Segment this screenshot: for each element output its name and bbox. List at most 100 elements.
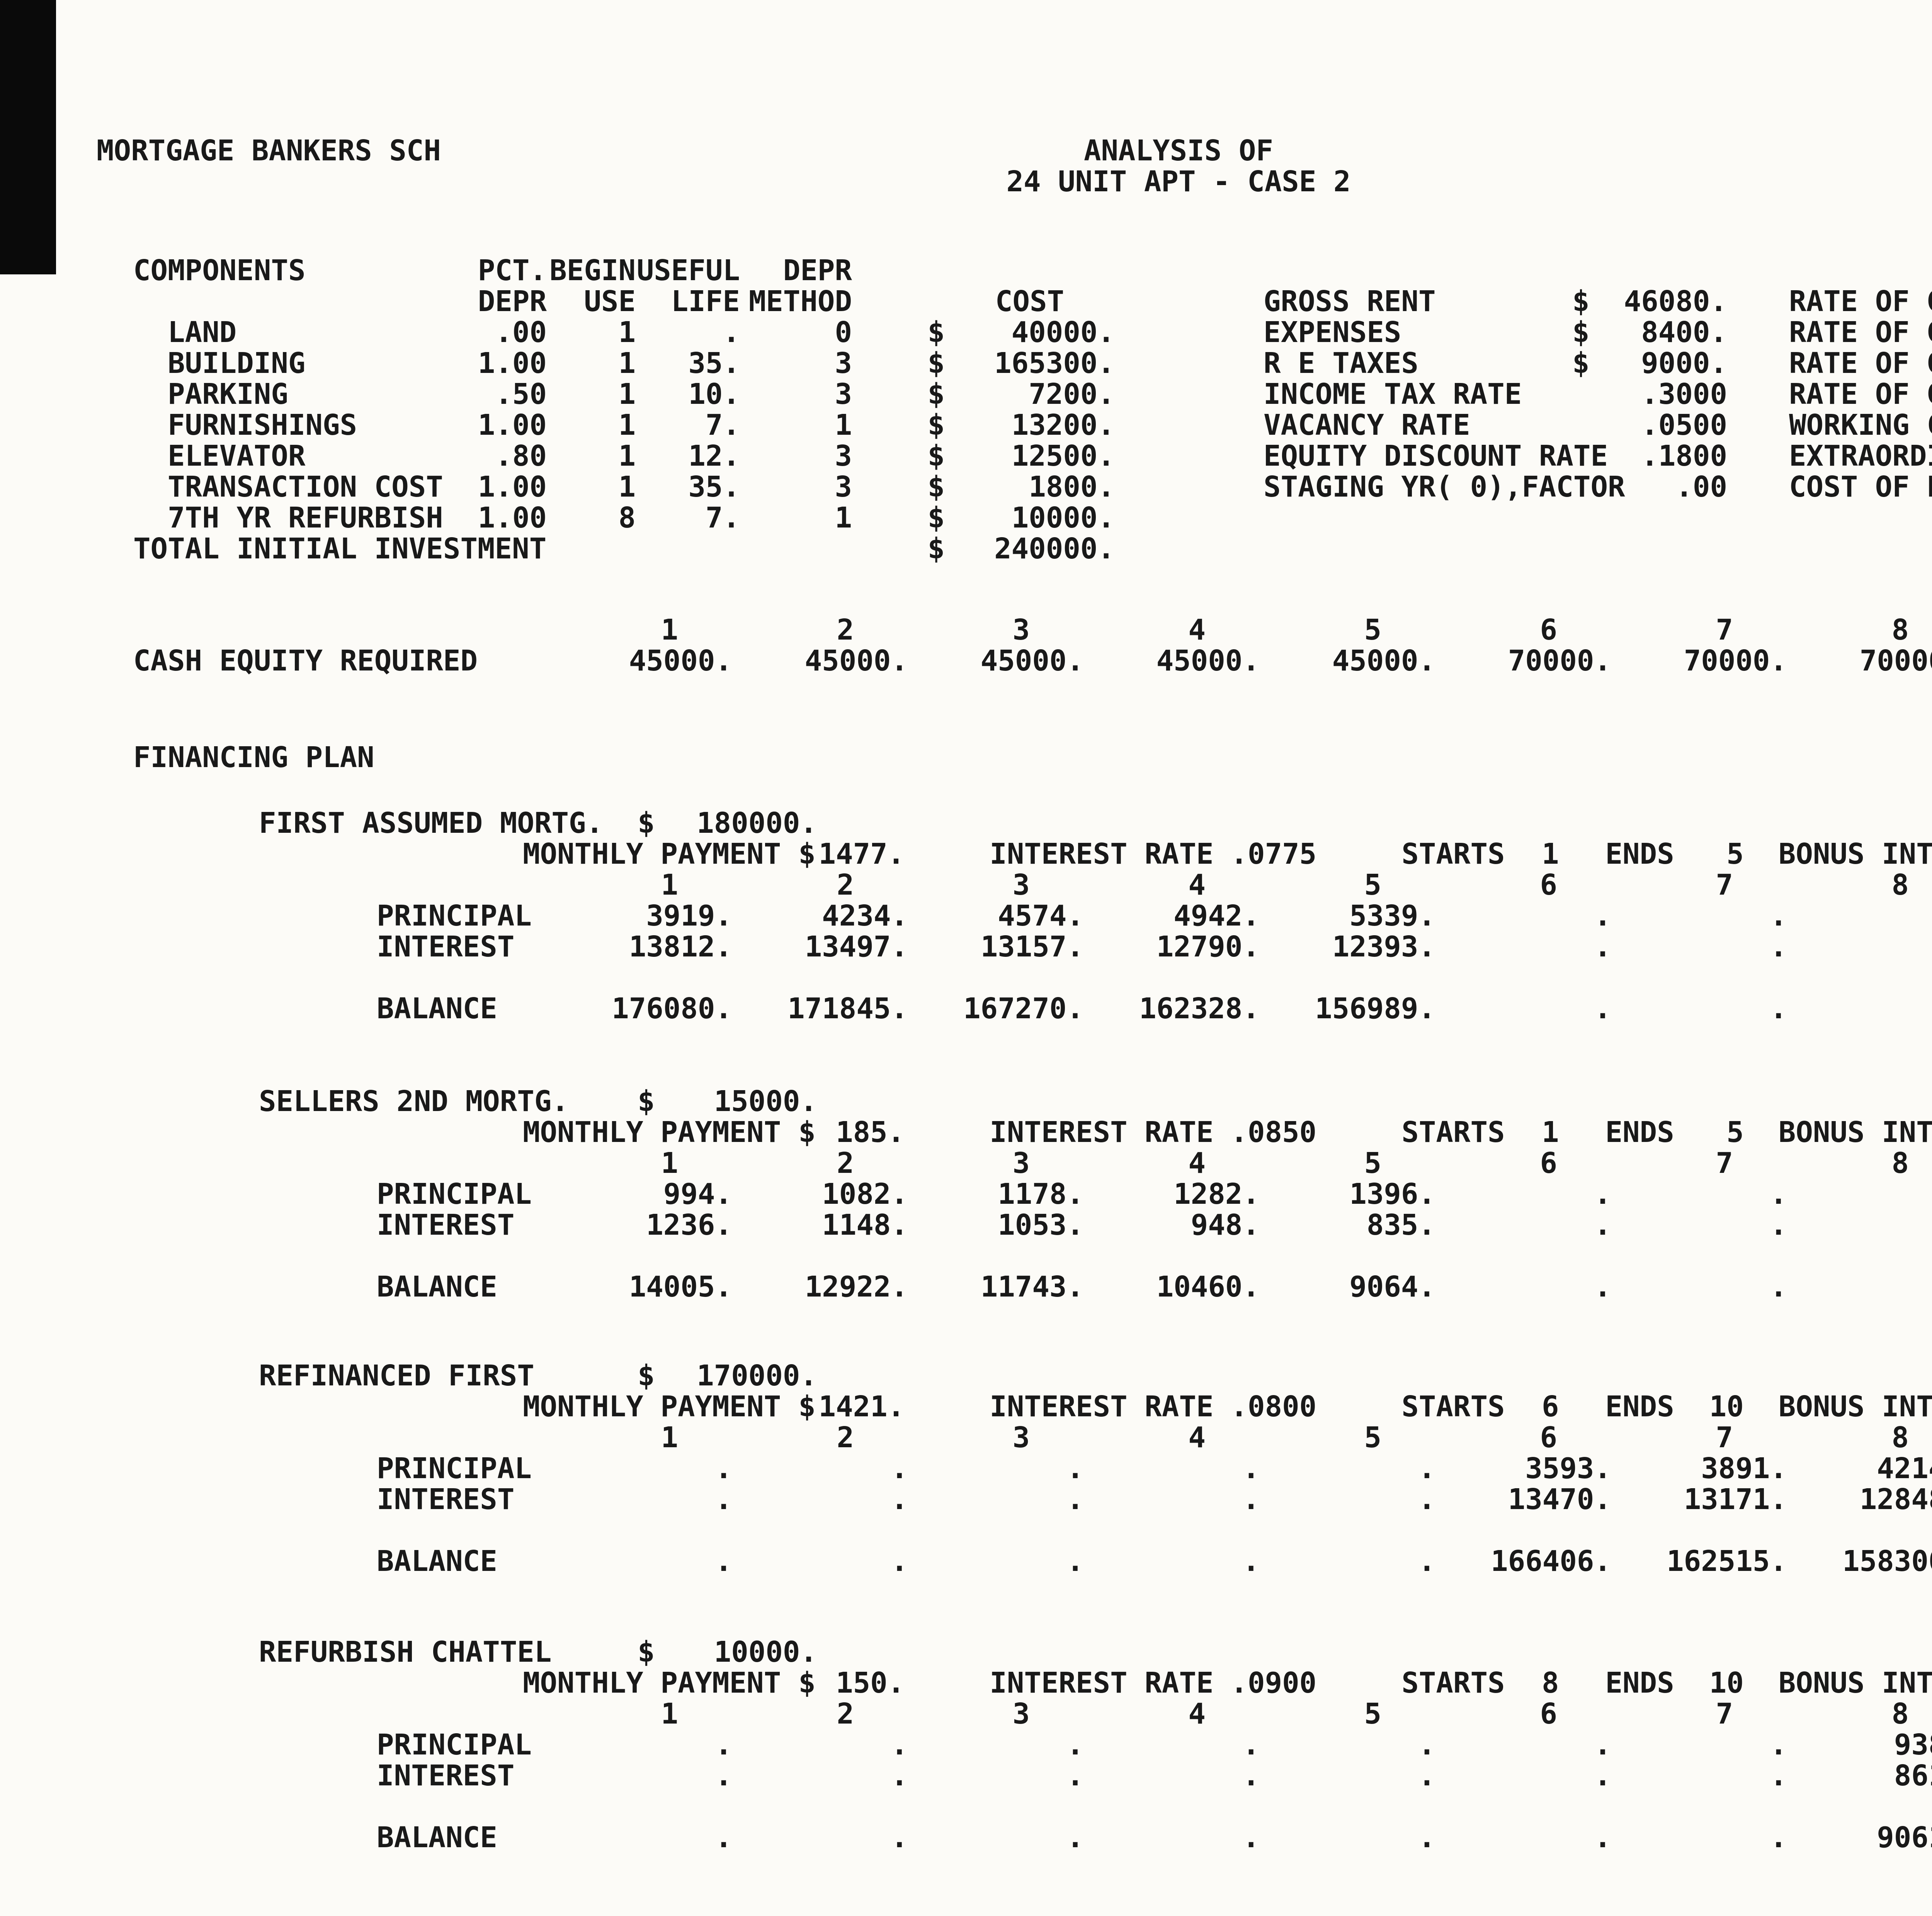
interest-value: 13470. <box>1508 1483 1611 1516</box>
ends-label: ENDS <box>1605 837 1674 871</box>
dollar-sign: $ <box>798 1666 816 1700</box>
cash-equity-value: 70000. <box>1859 644 1932 677</box>
balance-value: . <box>1066 1545 1084 1578</box>
interest-rate-value: .0850 <box>1230 1116 1317 1149</box>
component-depr-method: 1 <box>835 501 852 534</box>
cash-equity-value: 45000. <box>804 644 908 677</box>
principal-value: 4942. <box>1173 899 1260 932</box>
principal-value: . <box>1418 1728 1435 1761</box>
component-useful-life: 10. <box>688 378 740 411</box>
principal-label: PRINCIPAL <box>377 1728 532 1761</box>
balance-value: . <box>715 1545 732 1578</box>
cash-equity-label: CASH EQUITY REQUIRED <box>133 644 478 677</box>
components-label: COMPONENTS <box>133 254 306 287</box>
principal-value: . <box>715 1728 732 1761</box>
component-pct-depr: .80 <box>495 439 547 473</box>
balance-value: . <box>1242 1821 1260 1854</box>
assumption-row: VACANCY RATE .0500 <box>1264 410 1727 441</box>
ends-value: 5 <box>1726 837 1744 871</box>
dollar-sign: $ <box>638 1635 655 1669</box>
component-pct-depr: 1.00 <box>478 470 547 504</box>
components-header-row-1: COMPONENTS PCT. BEGIN USEFUL DEPR <box>133 255 1932 286</box>
interest-value: . <box>1770 1759 1787 1792</box>
dollar-sign: $ <box>638 1085 655 1118</box>
year-label: 7 <box>1716 868 1733 902</box>
year-label: 7 <box>1716 613 1733 647</box>
principal-value: . <box>1787 1179 1932 1210</box>
header-method: METHOD <box>748 285 852 318</box>
mortgage-title-row: REFURBISH CHATTEL $ 10000. <box>259 1637 1932 1668</box>
component-row: 7TH YR REFURBISH 1.00 8 7. 1 $ 10000. <box>133 502 1932 533</box>
mortgage-name: FIRST ASSUMED MORTG. <box>259 807 604 840</box>
interest-value: . <box>891 1759 908 1792</box>
starts-value: 8 <box>1541 1666 1559 1700</box>
component-begin-use: 1 <box>618 408 636 442</box>
balance-value: 12922. <box>804 1270 908 1303</box>
interest-rate-label: INTEREST RATE <box>990 837 1214 871</box>
mortgage-block-refinanced-first: REFINANCED FIRST $ 170000. MONTHLY PAYME… <box>0 1360 1932 1577</box>
balance-value: . <box>1770 992 1787 1025</box>
interest-value: . <box>1066 1483 1084 1516</box>
mortgage-info-row: MONTHLY PAYMENT $ 185. INTEREST RATE .08… <box>523 1117 1932 1148</box>
interest-value: . <box>1787 931 1932 962</box>
year-label: 3 <box>1012 613 1030 647</box>
principal-value: 3593. <box>1525 1452 1611 1485</box>
interest-values: .....13470.13171.12848.12499.12120. <box>556 1484 1932 1515</box>
balance-value: . <box>891 1821 908 1854</box>
component-cost: 10000. <box>1011 501 1115 534</box>
year-label: 8 <box>1891 613 1909 647</box>
dollar-sign: $ <box>798 1116 816 1149</box>
year-label: 5 <box>1364 1421 1381 1454</box>
year-label: 8 <box>1891 1147 1909 1180</box>
assumption-label: COST OF EQUITY CAPITAL <box>1789 470 1932 504</box>
monthly-payment-value: 1477. <box>818 837 905 871</box>
component-useful-life: . <box>723 316 740 349</box>
component-row: PARKING .50 1 10. 3 $ 7200. <box>133 379 1932 410</box>
balance-value: 9064. <box>1349 1270 1435 1303</box>
dollar-sign: $ <box>927 316 945 349</box>
blank-line <box>0 962 1932 993</box>
component-begin-use: 1 <box>618 316 636 349</box>
principal-value: . <box>1066 1452 1084 1485</box>
principal-value: 4234. <box>822 899 908 932</box>
year-label: 1 <box>661 868 678 902</box>
cash-equity-row: CASH EQUITY REQUIRED 45000. 45000. 45000. 4… <box>133 645 1932 676</box>
component-pct-depr: 1.00 <box>478 501 547 534</box>
components-header-row-2: DEPR USE LIFE METHOD COST <box>133 286 1932 317</box>
component-name: PARKING <box>168 378 288 411</box>
ends-label: ENDS <box>1605 1390 1674 1423</box>
total-investment-label: TOTAL INITIAL INVESTMENT <box>133 532 547 565</box>
assumption-label: INCOME TAX RATE <box>1264 378 1522 411</box>
years-header-row: 12345678910 <box>133 870 1932 900</box>
monthly-payment-value: 185. <box>836 1116 905 1149</box>
year-label: 6 <box>1540 1697 1557 1731</box>
binding-mark <box>0 0 56 274</box>
balance-value: . <box>1594 1270 1611 1303</box>
balance-value: . <box>1066 1821 1084 1854</box>
ends-label: ENDS <box>1605 1666 1674 1700</box>
principal-value: 5339. <box>1349 899 1435 932</box>
dollar-sign: $ <box>638 1359 655 1392</box>
assumption-row: INCOME TAX RATE .3000 <box>1264 379 1727 410</box>
principal-row: PRINCIPAL 994.1082.1178.1282.1396...... <box>133 1179 1932 1210</box>
principal-value: 4574. <box>998 899 1084 932</box>
bonus-interest-label: BONUS INTEREST <box>1778 837 1932 871</box>
year-label: 6 <box>1540 1147 1557 1180</box>
components-section: COMPONENTS PCT. BEGIN USEFUL DEPR DEPR U… <box>0 255 1932 564</box>
principal-value: . <box>1770 899 1787 932</box>
cash-equity-value: 70000. <box>1508 644 1611 677</box>
dollar-sign: $ <box>927 470 945 504</box>
assumption-label: RATE OF GROWTH OF EXPENSES <box>1789 316 1932 349</box>
interest-value: . <box>715 1483 732 1516</box>
assumption-label: R E TAXES <box>1264 347 1418 380</box>
assumption-row: RATE OF GROWTH OF GROSS RENT .0200 <box>1789 286 1932 317</box>
bonus-interest-label: BONUS INTEREST <box>1778 1666 1932 1700</box>
component-row: FURNISHINGS 1.00 1 7. 1 $ 13200. <box>133 410 1932 441</box>
interest-rate-label: INTEREST RATE <box>990 1116 1214 1149</box>
year-label: 1 <box>661 1421 678 1454</box>
assumption-value: $ 8400. <box>1572 316 1727 349</box>
balance-value: 162328. <box>1139 992 1260 1025</box>
starts-label: STARTS <box>1401 1390 1505 1423</box>
assumption-row: WORKING CAPITAL LOAN RATE .0900 <box>1789 410 1932 441</box>
starts-value: 1 <box>1541 1116 1559 1149</box>
